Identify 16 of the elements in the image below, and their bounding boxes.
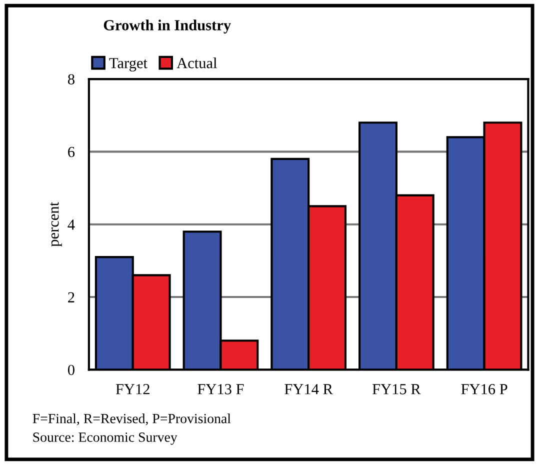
y-tick-label: 0 [68,364,74,376]
x-tick-label: FY15 R [372,384,421,394]
legend-label: Actual [176,58,217,68]
y-tick-label: 4 [68,220,75,230]
y-tick-label: 6 [68,146,75,158]
y-axis-title: percent [50,202,62,247]
text: F=Final, R=Revised, P=Provisional [32,414,231,426]
x-tick-label: FY14 R [284,384,333,394]
x-tick-label: FY13 F [198,384,244,394]
legend-label: Target [109,58,148,72]
y-tick-label: 8 [68,74,74,84]
y-tick-label: 2 [68,292,74,302]
chart-title: Growth in Industry [104,20,231,34]
source-note: Source: Economic Survey [33,432,178,445]
x-tick-label: FY16 P [461,384,508,394]
x-tick-label: FY12 [116,384,150,394]
